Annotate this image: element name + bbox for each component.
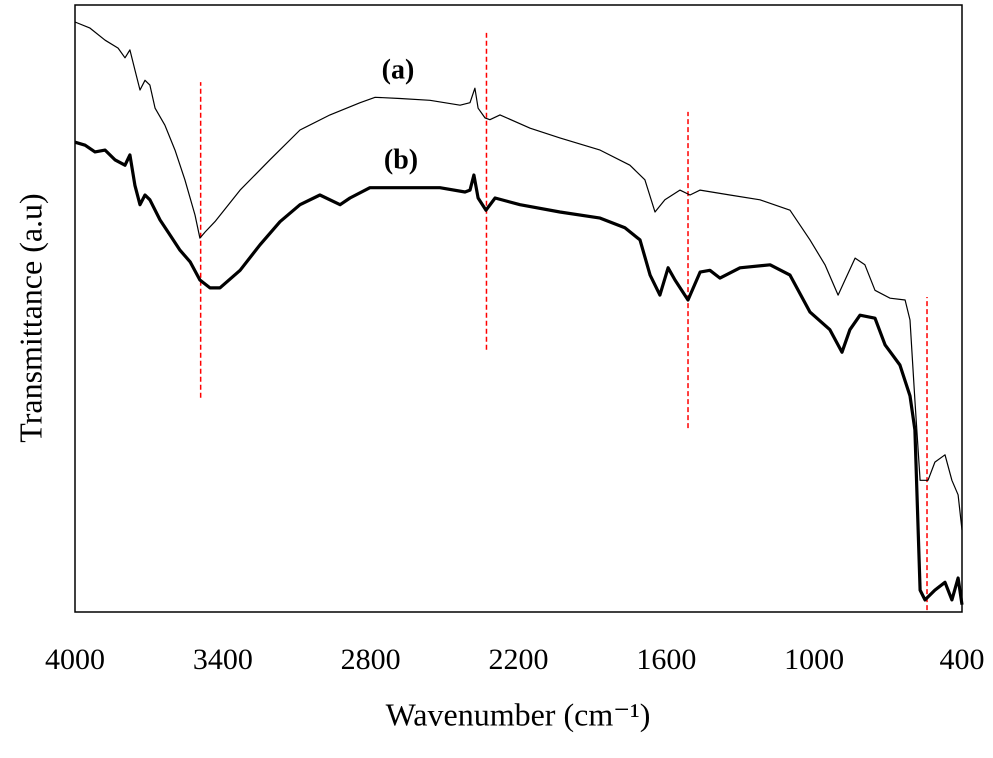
spectrum-line: [74, 21, 963, 531]
x-tick-label: 3400: [193, 643, 253, 676]
x-tick-label: 2200: [489, 643, 549, 676]
x-tick-label: 1000: [784, 643, 844, 676]
x-axis-label: Wavenumber (cm⁻¹): [386, 696, 651, 732]
series-label: (b): [384, 144, 418, 175]
spectrum-line: [74, 140, 964, 605]
series-label: (a): [382, 54, 415, 85]
x-tick-label: 2800: [341, 643, 401, 676]
x-tick-label: 400: [940, 643, 985, 676]
plot-frame: [74, 4, 963, 613]
x-tick-label: 4000: [45, 643, 105, 676]
y-axis-label: Transmittance (a.u): [12, 193, 48, 442]
x-tick-label: 1600: [636, 643, 696, 676]
